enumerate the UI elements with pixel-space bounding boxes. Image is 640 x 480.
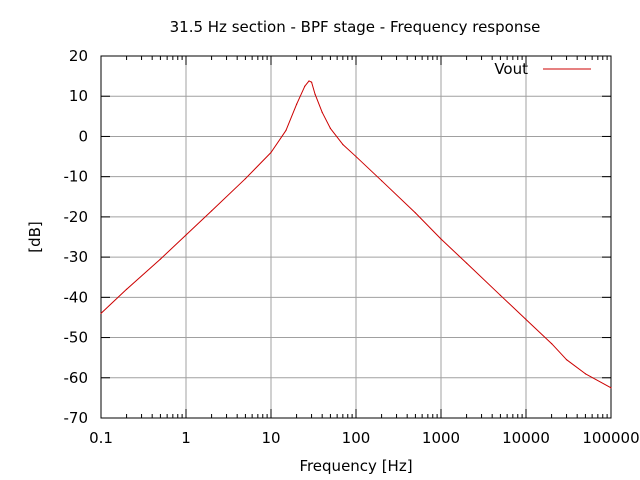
x-axis-title: Frequency [Hz] (299, 457, 412, 475)
x-tick-label: 1 (181, 429, 191, 447)
y-tick-label: 10 (69, 87, 88, 105)
data-point (584, 373, 587, 375)
data-point (295, 103, 298, 105)
y-tick-label: -60 (64, 369, 89, 387)
legend: Vout (494, 60, 591, 78)
data-point (308, 80, 310, 82)
grid (101, 56, 611, 418)
data-point (159, 258, 162, 260)
y-tick-label: -70 (64, 409, 89, 427)
y-axis-title: [dB] (26, 221, 44, 253)
y-tick-label: 0 (78, 127, 88, 145)
y-tick-label: -50 (64, 329, 89, 347)
y-axis: -70 -60 -50 -40 -30 -20 -10 0 10 20 (64, 47, 611, 427)
data-point (210, 210, 213, 212)
data-point (100, 312, 102, 315)
data-point (314, 93, 316, 95)
plot-area-frame (100, 55, 612, 419)
data-point (244, 178, 247, 180)
y-tick-label: -20 (64, 208, 89, 226)
y-tick-label: -40 (64, 288, 89, 306)
y-tick-label: 20 (69, 47, 88, 65)
legend-label-vout: Vout (494, 60, 528, 78)
data-point (565, 359, 568, 361)
x-tick-label: 10 (261, 429, 280, 447)
data-point (270, 151, 272, 154)
x-tick-label: 10000 (502, 429, 550, 447)
data-point (610, 387, 612, 389)
y-tick-label: -30 (64, 248, 89, 266)
data-point (440, 238, 442, 240)
data-point (342, 143, 344, 146)
x-tick-label: 100000 (582, 429, 639, 447)
data-point (185, 234, 187, 236)
x-tick-label: 1000 (422, 429, 460, 447)
data-point (414, 212, 417, 214)
data-point (550, 342, 553, 345)
data-point (304, 85, 306, 87)
x-tick-label: 0.1 (89, 429, 113, 447)
x-axis: 0.1 1 10 100 1000 10000 100000 (89, 56, 640, 447)
data-point (125, 288, 128, 290)
data-point (380, 180, 383, 182)
data-point (355, 155, 357, 158)
chart-title: 31.5 Hz section - BPF stage - Frequency … (170, 18, 541, 36)
x-tick-label: 100 (342, 429, 371, 447)
data-point (329, 127, 332, 129)
data-point (499, 294, 502, 296)
y-tick-label: -10 (64, 168, 89, 186)
data-point (465, 262, 468, 264)
data-point (321, 111, 323, 113)
data-point (310, 81, 313, 83)
data-point (285, 129, 287, 132)
series-group (100, 80, 612, 389)
data-point (525, 318, 527, 321)
